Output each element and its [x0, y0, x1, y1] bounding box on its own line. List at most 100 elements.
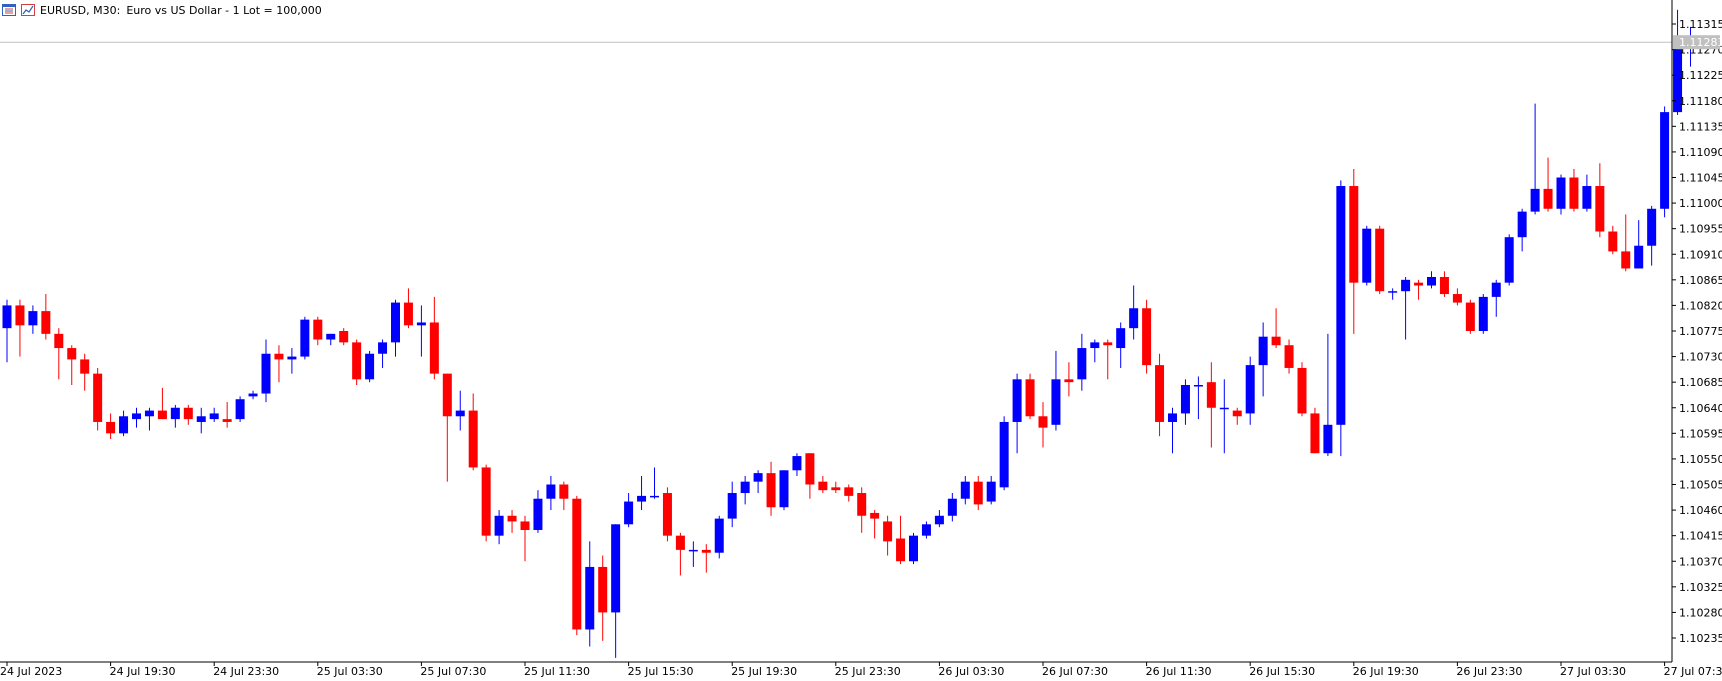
candle-body — [352, 342, 362, 380]
candle-body — [740, 481, 750, 494]
time-tick-label: 24 Jul 23:30 — [213, 665, 279, 678]
candle-body — [688, 549, 698, 552]
price-tick-label: 1.10370 — [1679, 555, 1722, 568]
candle — [15, 299, 25, 357]
time-tick-label: 26 Jul 03:30 — [938, 665, 1004, 678]
price-axis[interactable]: 1.113151.112701.112251.111801.111351.110… — [1671, 0, 1722, 662]
candle — [1090, 339, 1100, 363]
candle-body — [546, 484, 556, 499]
candle-body — [805, 453, 815, 485]
price-tick-label: 1.10550 — [1679, 453, 1722, 466]
candle — [1491, 279, 1501, 317]
candle — [598, 555, 608, 641]
price-tick-label: 1.11135 — [1679, 120, 1722, 133]
candle-body — [106, 421, 116, 434]
candle-body — [1362, 228, 1372, 283]
candle-body — [1012, 379, 1022, 422]
candle-body — [792, 456, 802, 471]
candle-body — [326, 333, 336, 340]
candle — [1310, 407, 1320, 454]
chart-header: EURUSD, M30: Euro vs US Dollar - 1 Lot =… — [0, 0, 322, 20]
candle — [1543, 157, 1553, 212]
candle — [481, 464, 491, 542]
candle-body — [727, 493, 737, 519]
candle — [1116, 322, 1126, 368]
candle-body — [119, 416, 129, 434]
time-tick-label: 24 Jul 2023 — [0, 665, 62, 678]
candle — [1504, 234, 1514, 286]
candle — [144, 407, 154, 431]
price-tick-label: 1.10460 — [1679, 504, 1722, 517]
candle — [870, 510, 880, 539]
candle-body — [714, 518, 724, 553]
candle-body — [1219, 407, 1229, 410]
candle-body — [1180, 385, 1190, 414]
candle-body — [1388, 291, 1398, 293]
candle-body — [1439, 276, 1449, 295]
candle — [1258, 322, 1268, 397]
candle-body — [507, 515, 517, 522]
candle — [1660, 106, 1670, 218]
candle-body — [481, 467, 491, 536]
candle-body — [1142, 308, 1152, 366]
chart-window-icon[interactable] — [2, 3, 16, 17]
candle-body — [650, 495, 659, 498]
candle-body — [1155, 365, 1165, 422]
candle — [1038, 402, 1048, 448]
candle-body — [779, 470, 789, 508]
candle-body — [1582, 186, 1592, 209]
candle — [1621, 214, 1631, 272]
candle — [80, 353, 90, 391]
candle-body — [378, 342, 388, 354]
candle-body — [1077, 348, 1087, 380]
candle — [313, 316, 323, 346]
candle-body — [1349, 186, 1359, 283]
time-tick-label: 26 Jul 15:30 — [1249, 665, 1315, 678]
candle — [1206, 362, 1216, 448]
candle — [1452, 288, 1462, 306]
candle-body — [1530, 188, 1540, 212]
candle — [352, 339, 362, 386]
candle-body — [1401, 279, 1411, 292]
price-tick-label: 1.11045 — [1679, 172, 1722, 185]
candle — [973, 475, 983, 511]
candle-body — [54, 333, 64, 349]
candle-body — [1258, 336, 1268, 366]
candle-body — [1064, 379, 1074, 383]
candle — [1478, 294, 1488, 334]
candle — [222, 402, 232, 428]
candle — [391, 299, 400, 357]
candle-body — [15, 305, 25, 326]
candle-body — [960, 481, 970, 499]
candle — [688, 541, 698, 567]
candle-body — [870, 512, 880, 519]
candle-body — [533, 498, 543, 530]
candle-body — [637, 495, 647, 502]
candle — [248, 390, 258, 400]
candle — [1155, 353, 1165, 437]
candle-body — [1504, 237, 1514, 283]
time-axis[interactable]: 24 Jul 2023 24 Jul 19:30 24 Jul 23:30 25 Ju… — [0, 661, 1722, 678]
candle — [1582, 174, 1592, 212]
candle — [1297, 362, 1307, 417]
candle — [1349, 168, 1359, 334]
candle-body — [170, 407, 180, 420]
candle — [857, 487, 867, 533]
candle — [1219, 379, 1229, 454]
candle-body — [1051, 379, 1061, 425]
candle-body — [1271, 336, 1281, 346]
candle — [559, 481, 569, 511]
candle-body — [41, 311, 51, 334]
candle — [67, 345, 77, 386]
candle — [844, 484, 854, 502]
candle-body — [1038, 416, 1048, 428]
candle — [947, 493, 957, 522]
chart-type-icon[interactable] — [21, 3, 35, 17]
candle-body — [1621, 251, 1631, 269]
candle — [468, 393, 478, 471]
candle — [896, 515, 906, 565]
price-tick-label: 1.10280 — [1679, 606, 1722, 619]
candle-body — [1517, 211, 1527, 238]
